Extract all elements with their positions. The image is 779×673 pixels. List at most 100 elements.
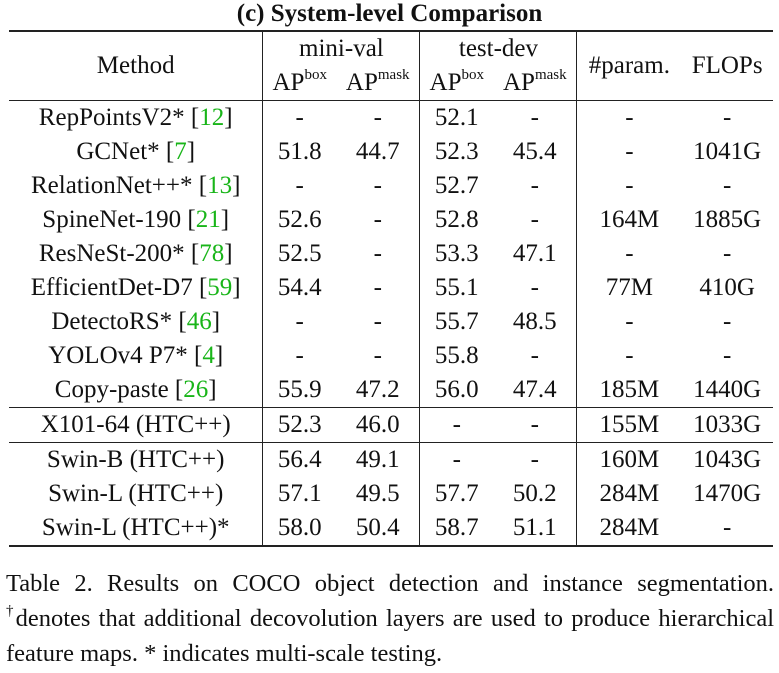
method-name: Swin-L (HTC++)* — [41, 514, 230, 541]
method-name: DetectoRS* — [51, 308, 173, 335]
citation-link[interactable]: 21 — [195, 206, 221, 233]
method-cell: Swin-L (HTC++) — [9, 477, 263, 511]
td-box-cell: 58.7 — [419, 511, 494, 547]
mv-mask-cell: 47.2 — [355, 376, 400, 403]
flops-cell: 1041G — [693, 138, 762, 165]
table-row: Swin-L (HTC++) 57.1 49.5 57.7 50.2 284M 1470G — [9, 477, 773, 511]
mv-mask-cell: - — [373, 172, 382, 199]
flops-cell: - — [681, 511, 773, 547]
table-title: (c) System-level Comparison — [236, 0, 543, 27]
table-row: SpineNet-190 [21] 52.6 - 52.8 - 164M 1885G — [9, 203, 773, 237]
citation-link[interactable]: 7 — [174, 138, 187, 165]
table-row: Swin-L (HTC++)* 58.0 50.4 58.7 51.1 284M - — [9, 511, 773, 547]
params-cell: 160M — [576, 442, 682, 477]
flops-cell: 1470G — [693, 480, 762, 507]
minival-apbox-header: APbox — [262, 66, 337, 101]
box-sup: box — [461, 67, 485, 83]
method-name: GCNet* — [76, 138, 160, 165]
mv-box-cell: 56.4 — [262, 442, 337, 477]
mv-box-cell: - — [262, 339, 337, 373]
method-cell: GCNet* [7] — [76, 138, 196, 165]
flops-header: FLOPs — [681, 30, 773, 101]
td-box-cell: 57.7 — [419, 477, 494, 511]
mv-mask-cell: - — [373, 274, 382, 301]
td-box-cell: 52.1 — [419, 100, 494, 135]
mv-box-cell: - — [262, 169, 337, 203]
mv-box-cell: 52.6 — [262, 203, 337, 237]
flops-cell: - — [722, 240, 732, 267]
td-mask-cell: - — [530, 172, 539, 199]
mv-box-cell: 54.4 — [262, 271, 337, 305]
ap-label: AP — [345, 69, 378, 96]
params-cell: 77M — [576, 271, 682, 305]
params-cell: - — [576, 169, 682, 203]
params-cell: - — [576, 305, 682, 339]
td-box-cell: 56.0 — [419, 373, 494, 408]
mv-box-cell: 52.3 — [262, 407, 337, 443]
mv-mask-cell: 50.4 — [336, 511, 420, 547]
mask-sup: mask — [377, 67, 410, 83]
method-name: RelationNet++* — [30, 172, 193, 199]
method-name: X101-64 (HTC++) — [40, 411, 231, 438]
td-box-cell: 52.7 — [419, 169, 494, 203]
method-name: YOLOv4 P7* — [48, 342, 188, 369]
table-row: X101-64 (HTC++) 52.3 46.0- -155M 1033G — [9, 407, 773, 443]
box-sup: box — [304, 67, 327, 83]
citation-link[interactable]: 4 — [202, 342, 215, 369]
method-cell: X101-64 (HTC++) — [9, 407, 263, 443]
method-name: Swin-L (HTC++) — [48, 480, 224, 507]
td-mask-cell: - — [530, 274, 539, 301]
table-row: RelationNet++* [13] - -52.7- - - — [9, 169, 773, 203]
minival-group-header: mini-val — [262, 30, 420, 66]
citation-link[interactable]: 13 — [207, 172, 233, 199]
td-box-cell: 55.1 — [419, 271, 494, 305]
params-cell: 284M — [576, 477, 682, 511]
mv-mask-cell: - — [373, 206, 382, 233]
method-cell: SpineNet-190 [21] — [42, 206, 230, 233]
td-mask-cell: - — [530, 206, 539, 233]
params-cell: - — [576, 237, 682, 271]
citation-link[interactable]: 12 — [199, 104, 225, 131]
citation-link[interactable]: 26 — [183, 376, 209, 403]
minival-apmask-header: APmask — [336, 66, 420, 101]
td-box-cell: 52.3 — [419, 135, 494, 169]
mv-mask-cell: 46.0 — [336, 407, 420, 443]
citation-link[interactable]: 78 — [199, 240, 225, 267]
ap-label: AP — [429, 69, 462, 96]
ap-label: AP — [502, 69, 535, 96]
mv-mask-cell: - — [336, 100, 420, 135]
method-cell: DetectoRS* [46] — [51, 308, 221, 335]
table-row: EfficientDet-D7 [59] 54.4 - 55.1 - 77M 410G — [9, 271, 773, 305]
citation-link[interactable]: 59 — [207, 274, 233, 301]
minival-label: mini-val — [299, 35, 384, 62]
caption-text-1: Table 2. Results on COCO object detectio… — [6, 570, 774, 597]
params-cell: - — [576, 339, 682, 373]
mv-box-cell: - — [262, 100, 337, 135]
td-box-cell: 55.8 — [419, 339, 494, 373]
mv-mask-cell: 49.5 — [355, 480, 400, 507]
testdev-group-header: test-dev — [419, 30, 577, 66]
method-cell: RepPointsV2* [12] — [9, 100, 263, 135]
table-row: Copy-paste [26] 55.9 47.2 56.0 47.4 185M 1440G — [9, 373, 773, 408]
flops-cell: - — [722, 342, 732, 369]
method-name: EfficientDet-D7 — [30, 274, 193, 301]
table-row: DetectoRS* [46] - -55.7 48.5- - — [9, 305, 773, 339]
table-row: RepPointsV2* [12] - -52.1- - - — [9, 100, 773, 135]
td-box-cell: - — [419, 442, 494, 477]
params-header: #param. — [576, 30, 682, 101]
method-name: Swin-B (HTC++) — [46, 446, 225, 473]
flops-cell: 1043G — [681, 442, 773, 477]
table-row: Swin-B (HTC++) 56.4 49.1- -160M 1043G — [9, 442, 773, 477]
mv-box-cell: 57.1 — [262, 477, 337, 511]
table-body: RepPointsV2* [12] - -52.1- - - GCNet* [7] 51.8… — [9, 100, 773, 547]
header-row-metrics: APbox APmask APbox APmask — [9, 66, 773, 101]
table-caption: Table 2. Results on COCO object detectio… — [6, 566, 774, 671]
testdev-apmask-header: APmask — [493, 66, 577, 101]
testdev-apbox-header: APbox — [419, 66, 494, 101]
table-row: ResNeSt-200* [78] 52.5-53.3 47.1- - — [9, 237, 773, 271]
mv-box-cell: 52.5 — [262, 237, 337, 271]
method-name: RepPointsV2* — [38, 104, 185, 131]
citation-link[interactable]: 46 — [186, 308, 212, 335]
mv-mask-cell: - — [373, 240, 382, 267]
dagger-mark: † — [6, 603, 16, 619]
